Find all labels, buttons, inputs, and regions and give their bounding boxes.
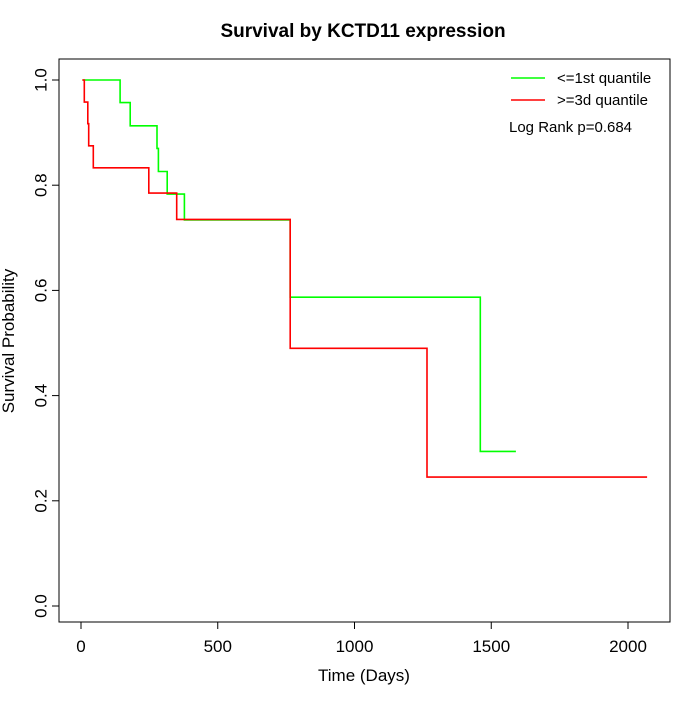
legend-label-2: >=3d quantile (557, 92, 648, 109)
series-layer (82, 79, 648, 478)
legend: <=1st quantile >=3d quantile (511, 70, 651, 109)
y-axis-label: Survival Probability (0, 268, 18, 413)
series-line-2 (82, 79, 648, 478)
x-tick-label: 1500 (472, 637, 510, 656)
log-rank-annotation: Log Rank p=0.684 (509, 119, 632, 136)
y-tick-label: 1.0 (32, 68, 51, 92)
y-tick-label: 0.2 (32, 489, 51, 513)
x-axis-label: Time (Days) (318, 666, 410, 685)
y-tick-label: 0.8 (32, 173, 51, 197)
y-tick-label: 0.4 (32, 384, 51, 408)
x-tick-label: 0 (76, 637, 85, 656)
y-axis: 0.0 0.2 0.4 0.6 0.8 1.0 (32, 68, 60, 618)
plot-frame (58, 58, 671, 623)
x-axis: 0 500 1000 1500 2000 (76, 621, 647, 656)
series-line-1 (82, 79, 516, 453)
y-tick-label: 0.6 (32, 279, 51, 303)
chart-title: Survival by KCTD11 expression (220, 21, 505, 42)
legend-label-1: <=1st quantile (557, 70, 651, 87)
x-tick-label: 1000 (336, 637, 374, 656)
x-tick-label: 500 (204, 637, 232, 656)
x-tick-label: 2000 (609, 637, 647, 656)
y-tick-label: 0.0 (32, 594, 51, 618)
